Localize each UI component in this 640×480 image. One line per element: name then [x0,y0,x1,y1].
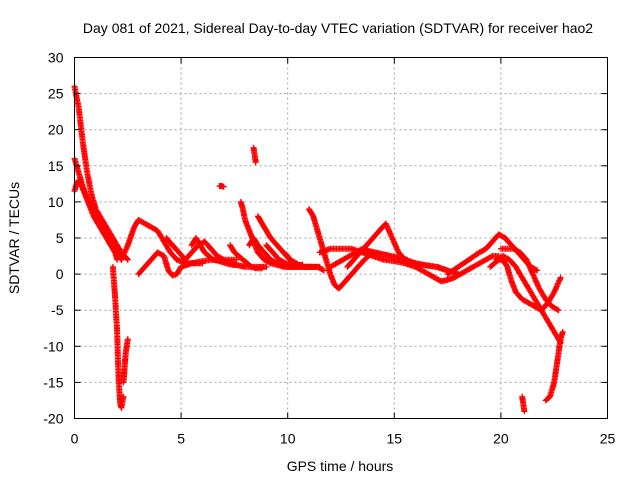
series-track-04 [109,263,127,411]
series-track-19 [344,220,451,274]
data-point-marker [111,248,118,255]
series-track-26 [519,393,528,415]
y-tick-label: 5 [56,230,64,246]
x-tick-label: 25 [600,431,616,447]
y-tick-label: 0 [56,266,64,282]
data-point-marker [124,336,131,343]
data-point-marker [320,267,327,274]
data-point-marker [555,307,562,314]
chart-title: Day 081 of 2021, Sidereal Day-to-day VTE… [83,20,593,36]
data-point-marker [279,263,286,270]
series-track-16 [306,206,376,292]
data-point-marker [559,328,566,335]
data-point-marker [557,274,564,281]
series-track-27 [216,183,227,190]
data-point-marker [252,159,259,166]
data-point-marker [309,212,316,219]
x-tick-label: 20 [493,431,509,447]
data-point-marker [259,265,266,272]
data-point-marker [263,263,270,270]
data-point-marker [294,263,301,270]
series-track-10 [227,242,266,272]
data-point-marker [554,306,561,313]
x-axis-label: GPS time / hours [287,458,394,474]
x-tick-label: 15 [387,431,403,447]
data-point-marker [233,256,240,263]
y-tick-label: 15 [48,158,64,174]
x-tick-label: 5 [177,431,185,447]
data-point-marker [534,267,541,274]
y-tick-label: 25 [48,86,64,102]
series-track-24 [497,245,562,314]
y-tick-label: 30 [48,50,64,66]
x-tick-label: 10 [280,431,296,447]
series-track-23 [493,253,564,346]
y-tick-label: 10 [48,194,64,210]
x-tick-label: 0 [71,431,79,447]
data-point-marker [220,183,227,190]
y-tick-label: 20 [48,122,64,138]
series-track-15 [280,249,315,270]
data-point-marker [124,256,131,263]
data-point-marker [488,253,495,260]
data-point-marker [319,266,326,273]
series-track-08 [163,235,240,263]
y-tick-label: -10 [43,338,63,354]
series-track-28 [250,144,259,166]
y-tick-label: -20 [43,411,63,427]
axis-ticks: 0 5 10 15 20 25 -20 -15 -10 -5 0 5 10 15 20 25 30 [43,50,615,447]
series-track-05 [120,336,131,386]
series-track-03 [71,177,121,263]
data-points [71,83,566,415]
y-tick-label: -15 [43,374,63,390]
data-point-marker [308,263,315,270]
series-track-22 [487,256,564,314]
y-tick-label: -5 [51,302,64,318]
data-point-marker [120,393,127,400]
y-axis-label: SDTVAR / TECUs [6,182,22,294]
data-point-marker [521,408,528,415]
series-track-25 [542,328,566,404]
